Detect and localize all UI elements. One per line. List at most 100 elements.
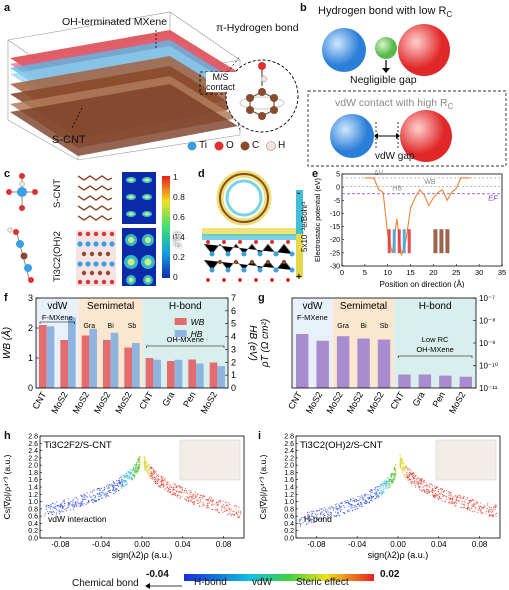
nci-point bbox=[139, 466, 141, 468]
nci-min: -0.04 bbox=[146, 569, 169, 580]
nci-point bbox=[126, 472, 128, 475]
y-left-tick-label: 0 bbox=[28, 383, 33, 393]
nci-colorbar bbox=[145, 574, 374, 589]
nci-point bbox=[199, 500, 202, 502]
nci-point bbox=[130, 471, 132, 473]
nci-point bbox=[450, 491, 452, 494]
nci-point bbox=[306, 523, 308, 526]
nci-point bbox=[195, 495, 197, 497]
category-label: Gra bbox=[410, 390, 426, 408]
nci-point bbox=[378, 485, 380, 487]
nci-point bbox=[155, 473, 157, 475]
nci-point bbox=[68, 505, 70, 507]
bar-rho bbox=[377, 339, 391, 388]
nci-point bbox=[338, 514, 340, 516]
nci-point bbox=[408, 473, 411, 475]
annot-dv: ΔV bbox=[374, 170, 384, 177]
nci-point bbox=[111, 483, 113, 485]
panel-letter-f: f bbox=[4, 292, 8, 304]
inset-structure bbox=[435, 439, 497, 481]
annot-wb: WB bbox=[424, 179, 436, 186]
bar-rho bbox=[398, 374, 411, 388]
nci-point bbox=[477, 509, 479, 511]
nci-point bbox=[370, 499, 372, 502]
nci-point bbox=[320, 511, 322, 513]
nci-point bbox=[412, 472, 415, 474]
nci-point bbox=[381, 492, 383, 494]
nci-point bbox=[99, 489, 102, 491]
nci-point bbox=[65, 507, 67, 510]
nci-point bbox=[106, 492, 109, 494]
nci-point bbox=[481, 512, 484, 514]
nci-point bbox=[50, 504, 52, 506]
nci-point bbox=[97, 496, 99, 498]
y-right-tick-label: 4 bbox=[231, 332, 236, 342]
nci-point bbox=[488, 515, 490, 517]
nci-point bbox=[80, 504, 82, 506]
nci-point bbox=[61, 509, 63, 512]
nci-point bbox=[355, 499, 358, 501]
nci-point bbox=[449, 492, 451, 494]
nci-point bbox=[477, 502, 479, 504]
nci-point bbox=[57, 504, 59, 506]
y-tick-label: 10⁻⁷ bbox=[479, 294, 495, 303]
y-right-tick-label: 3 bbox=[231, 344, 236, 354]
vdw-contact-title-text: vdW contact with high R bbox=[335, 97, 448, 109]
y-tick-label: 0.6 bbox=[28, 514, 38, 521]
nci-point bbox=[452, 503, 454, 505]
nci-point bbox=[331, 507, 333, 509]
chart-title: Ti3C2(OH)2/S-CNT bbox=[300, 440, 383, 451]
nci-point bbox=[201, 503, 203, 505]
nci-point bbox=[211, 502, 213, 504]
region-label: H-bond bbox=[419, 301, 452, 312]
nci-point bbox=[441, 490, 443, 492]
nci-point bbox=[91, 491, 93, 493]
nci-point bbox=[121, 483, 124, 485]
nci-point bbox=[83, 496, 85, 499]
nci-point bbox=[377, 494, 379, 497]
panel-g-chart: vdW Semimetal H-bond 10⁻⁷ 10⁻⁸ 10⁻⁹ 10⁻¹⁰ 10⁻¹¹… bbox=[260, 294, 498, 415]
nci-point bbox=[425, 491, 427, 494]
nci-point bbox=[337, 511, 339, 513]
nci-point bbox=[117, 481, 119, 484]
nci-point bbox=[101, 491, 103, 493]
nci-point bbox=[102, 490, 104, 492]
nci-point bbox=[342, 505, 345, 507]
legend-o: O bbox=[226, 140, 234, 151]
nci-point bbox=[352, 497, 354, 499]
nci-point bbox=[112, 487, 114, 489]
category-label: CNT bbox=[286, 390, 304, 411]
nci-point bbox=[132, 473, 135, 475]
y-tick-label: 0.0 bbox=[284, 536, 294, 543]
nci-point bbox=[348, 510, 350, 513]
nci-point bbox=[89, 496, 91, 498]
nci-point bbox=[157, 474, 159, 476]
elf-tick-08: 0.8 bbox=[173, 192, 185, 202]
nci-point bbox=[435, 487, 437, 489]
nci-point bbox=[416, 477, 419, 479]
annot-f-mxene: F-MXene bbox=[42, 313, 73, 322]
nci-point bbox=[216, 501, 218, 504]
y-tick-label: 2.6 bbox=[284, 441, 294, 448]
elf-label: ELF bbox=[172, 232, 182, 249]
nci-point bbox=[368, 490, 371, 492]
nci-point bbox=[433, 490, 435, 492]
nci-point bbox=[355, 507, 357, 509]
nci-point bbox=[136, 463, 138, 466]
category-label: MoS2 bbox=[199, 390, 219, 415]
nci-point bbox=[325, 510, 327, 512]
nci-point bbox=[154, 480, 157, 483]
nci-point bbox=[151, 476, 153, 478]
nci-point bbox=[107, 494, 109, 497]
nci-point bbox=[237, 514, 239, 516]
nci-point bbox=[77, 503, 80, 505]
nci-point bbox=[478, 505, 480, 507]
nci-point bbox=[107, 490, 109, 493]
nci-point bbox=[212, 508, 214, 511]
nci-point bbox=[205, 499, 207, 501]
nci-point bbox=[364, 501, 366, 503]
nci-point bbox=[435, 495, 437, 497]
bar-rho bbox=[439, 375, 452, 388]
nci-point bbox=[194, 500, 196, 503]
bar-hb bbox=[153, 359, 161, 388]
